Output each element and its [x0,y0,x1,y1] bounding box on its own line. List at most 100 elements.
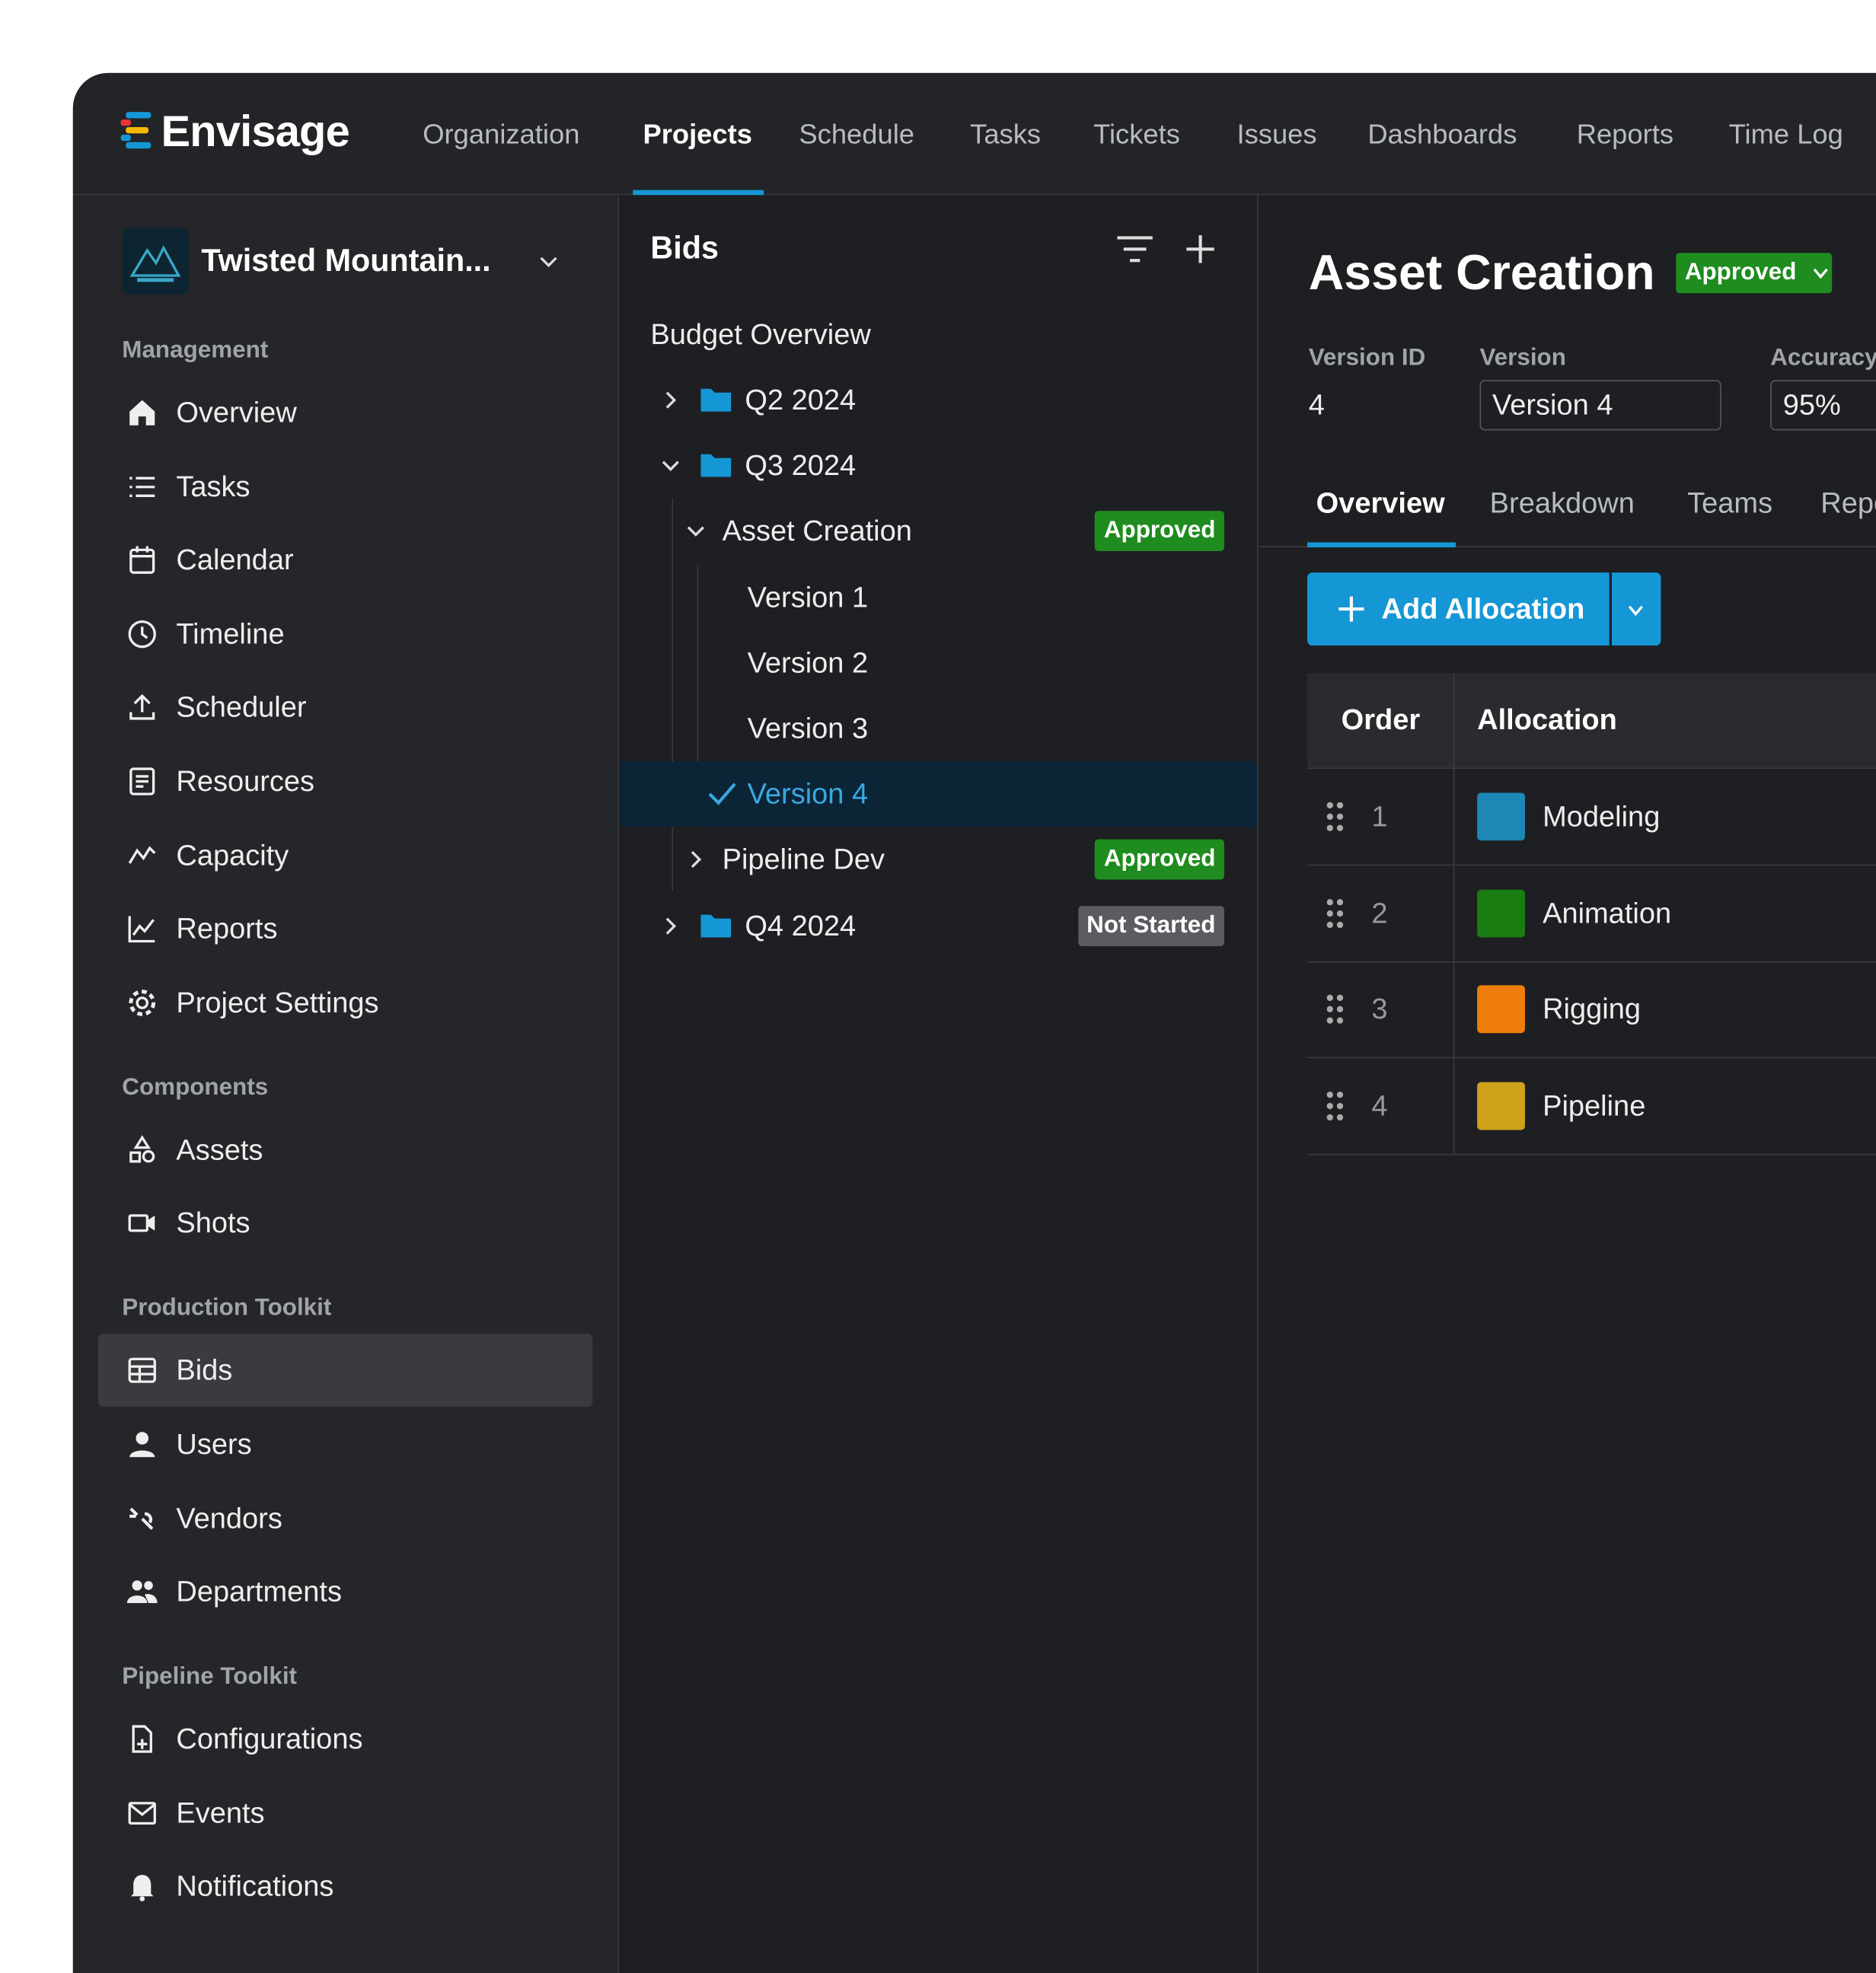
color-swatch [1477,985,1525,1034]
chevron [1813,268,1828,279]
nav-underline [633,190,764,196]
tab[interactable]: Overview [1316,486,1445,519]
plus-icon [1338,596,1364,622]
sidebar-icon [129,546,155,575]
folder-icon [700,388,732,412]
tree-node[interactable]: Q3 2024 [745,448,857,482]
tree-node[interactable]: Version 2 [747,645,869,679]
nav-item[interactable]: Issues [1236,118,1317,150]
sidebar-item[interactable]: Assets [176,1133,263,1166]
tree-node[interactable]: Q2 2024 [745,383,857,416]
table-header [1307,673,1876,770]
tab[interactable]: Teams [1687,486,1773,519]
input-box[interactable] [1479,380,1721,431]
allocation-cell[interactable]: Pipeline [1543,1088,1646,1121]
project-name[interactable]: Twisted Mountain... [201,243,491,279]
sidebar-item[interactable]: Reports [176,911,278,945]
nav-item[interactable]: Tickets [1093,118,1180,150]
project-avatar [122,228,189,295]
tree-guide [697,565,699,827]
sidebar-item[interactable]: Vendors [176,1501,282,1535]
sidebar-item[interactable]: Scheduler [176,690,307,724]
tree-node[interactable]: Pipeline Dev [722,843,885,876]
column-header: Order [1341,703,1421,736]
sidebar-icon [129,767,155,795]
tree-root[interactable]: Budget Overview [650,317,871,351]
logo-mark [120,112,152,149]
drag-handle [1326,994,1344,1024]
chevron [662,461,679,472]
sidebar-item[interactable]: Shots [176,1206,250,1240]
sidebar-item[interactable]: Overview [176,395,297,429]
sidebar-item[interactable]: Bids [176,1353,233,1387]
field-value: Version 4 [1492,387,1613,421]
nav-item[interactable]: Tasks [970,118,1042,150]
folder-icon [700,914,732,937]
tab-divider [1258,546,1876,548]
drag-handle [1326,802,1344,831]
check-icon [708,783,736,806]
sidebar-icon [128,1358,156,1384]
active-item-bg [97,1334,593,1407]
status-dropdown[interactable]: Approved [1676,253,1832,294]
filter-icon [1117,236,1153,263]
sidebar-item[interactable]: Capacity [176,838,289,872]
sidebar-icon [130,1875,154,1902]
split-button[interactable] [1611,572,1661,646]
nav-item[interactable]: Time Log [1728,118,1843,150]
nav-item[interactable]: Dashboards [1367,118,1517,150]
allocation-cell[interactable]: Modeling [1543,799,1661,833]
chevron [665,916,677,935]
tree-node[interactable]: Version 1 [747,580,869,614]
tree-node[interactable]: Version 3 [747,711,869,744]
tab[interactable]: Breakdown [1489,486,1635,519]
status-badge: Not Started [1077,905,1224,946]
sidebar-item[interactable]: Users [176,1427,252,1461]
nav-item[interactable]: Reports [1576,118,1674,150]
nav-item[interactable]: Organization [423,118,580,150]
sidebar-item[interactable]: Resources [176,764,315,798]
tree-node[interactable]: Version 4 [747,777,869,811]
column-header: Allocation [1477,703,1617,736]
sidebar-item[interactable]: Notifications [176,1869,334,1903]
order-cell: 3 [1371,992,1388,1025]
detail-title: Asset Creation [1308,247,1655,301]
sidebar-icon [129,989,156,1016]
chevron [540,257,557,268]
sidebar-icon [129,400,155,426]
sidebar-item[interactable]: Calendar [176,543,294,576]
section-label: Pipeline Toolkit [122,1663,298,1691]
chevron [687,527,704,537]
tab[interactable]: Reports [1820,486,1876,519]
allocation-cell[interactable]: Rigging [1543,992,1641,1025]
column-divider [1453,673,1455,1154]
tree-guide [672,498,674,891]
sidebar-item[interactable]: Configurations [176,1722,363,1755]
nav-item[interactable]: Projects [643,118,752,150]
section-label: Production Toolkit [122,1295,332,1322]
sidebar-icon [128,1214,155,1233]
sidebar-item[interactable]: Project Settings [176,985,379,1018]
sidebar-item[interactable]: Departments [176,1575,342,1608]
tree-node[interactable]: Asset Creation [722,514,912,547]
tree-title: Bids [650,231,719,266]
allocation-cell[interactable]: Animation [1543,896,1672,929]
row-border [1307,1057,1876,1059]
nav-item[interactable]: Schedule [799,118,915,150]
input-box[interactable] [1770,380,1876,431]
sidebar-icon [128,620,156,649]
row-border [1307,1153,1876,1155]
sidebar-icon [126,1580,158,1604]
chevron [665,391,677,409]
sidebar-icon [129,1134,155,1163]
sidebar-item[interactable]: Tasks [176,469,250,502]
sidebar-item[interactable]: Events [176,1796,265,1829]
tab-underline [1307,542,1456,548]
row-border [1307,961,1876,962]
button-label[interactable]: Add Allocation [1381,591,1585,625]
color-swatch [1477,1081,1525,1130]
sidebar-item[interactable]: Timeline [176,617,285,650]
tree-node[interactable]: Q4 2024 [745,908,857,942]
